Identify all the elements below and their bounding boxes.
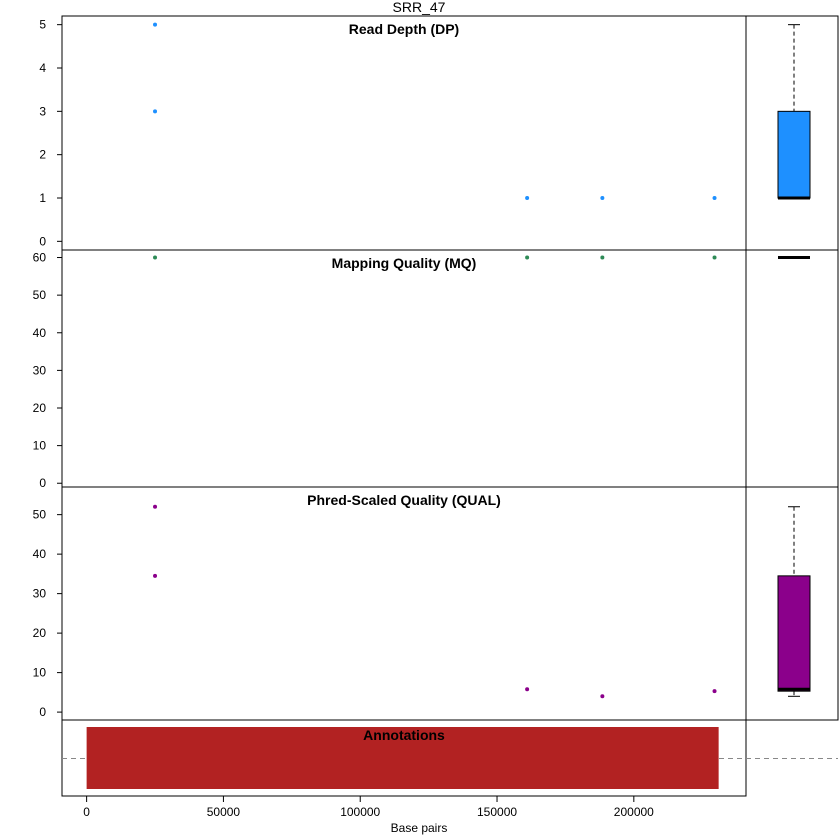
y-tick-label: 30: [33, 587, 47, 601]
x-axis: 0 50000 100000 150000 200000: [83, 795, 654, 819]
data-point: [600, 196, 605, 200]
y-tick-label: 50: [33, 288, 47, 302]
x-tick-label: 100000: [340, 805, 380, 819]
data-point: [712, 255, 717, 260]
x-tick-label: 200000: [614, 805, 654, 819]
boxplot-box: [777, 110, 811, 199]
data-point: [153, 255, 158, 260]
y-tick-label: 2: [39, 148, 46, 162]
y-tick-label: 50: [33, 508, 47, 522]
y-tick-label: 5: [39, 18, 46, 32]
boxplot-frame: [745, 249, 839, 488]
y-tick-label: 0: [39, 234, 46, 248]
panel-mq: Mapping Quality (MQ) 0 10 20 30 40 50 60: [33, 249, 839, 490]
y-tick-label: 0: [39, 476, 46, 490]
y-tick-label: 20: [33, 626, 47, 640]
x-axis-label: Base pairs: [391, 821, 448, 835]
boxplot: [777, 506, 811, 697]
data-point: [712, 689, 717, 694]
y-tick-label: 0: [39, 705, 46, 719]
panel-title: Mapping Quality (MQ): [332, 255, 477, 271]
data-point: [712, 196, 717, 200]
y-tick-label: 20: [33, 401, 47, 415]
y-tick-label: 10: [33, 439, 47, 453]
data-point: [153, 22, 158, 27]
annotation-title: Annotations: [363, 727, 445, 743]
panel-title: Phred-Scaled Quality (QUAL): [307, 492, 501, 508]
panels: Read Depth (DP) 0 1 2 3 4 5 Mapping Quality (MQ…: [33, 15, 839, 721]
y-tick-label: 60: [33, 251, 47, 265]
x-tick-label: 150000: [477, 805, 517, 819]
x-tick-label: 0: [83, 805, 90, 819]
y-tick-label: 40: [33, 326, 47, 340]
data-point: [525, 687, 530, 692]
y-tick-label: 1: [39, 191, 46, 205]
data-point: [600, 255, 605, 260]
y-tick-label: 3: [39, 104, 46, 118]
data-point: [153, 573, 158, 578]
y-tick-label: 30: [33, 363, 47, 377]
annotation-panel: Annotations: [61, 719, 838, 797]
y-tick-label: 10: [33, 666, 47, 680]
x-tick-label: 50000: [207, 805, 241, 819]
panel-title: Read Depth (DP): [349, 21, 459, 37]
data-point: [600, 694, 605, 699]
boxplot-frame: [745, 486, 839, 721]
annotation-feature: [86, 727, 719, 789]
panel-frame: [61, 249, 747, 488]
panel-frame: [61, 486, 747, 721]
boxplot: [777, 24, 811, 200]
data-point: [153, 109, 158, 114]
panel-frame: [61, 15, 747, 251]
panel-dp: Read Depth (DP) 0 1 2 3 4 5: [39, 15, 839, 251]
y-tick-label: 4: [39, 61, 46, 75]
y-tick-label: 40: [33, 547, 47, 561]
data-point: [525, 255, 530, 260]
data-point: [153, 504, 158, 509]
boxplot-box: [777, 575, 811, 692]
data-point: [525, 196, 530, 200]
panel-qual: Phred-Scaled Quality (QUAL) 0 10 20 30 40 50: [33, 486, 839, 721]
chart-title: SRR_47: [393, 0, 446, 15]
